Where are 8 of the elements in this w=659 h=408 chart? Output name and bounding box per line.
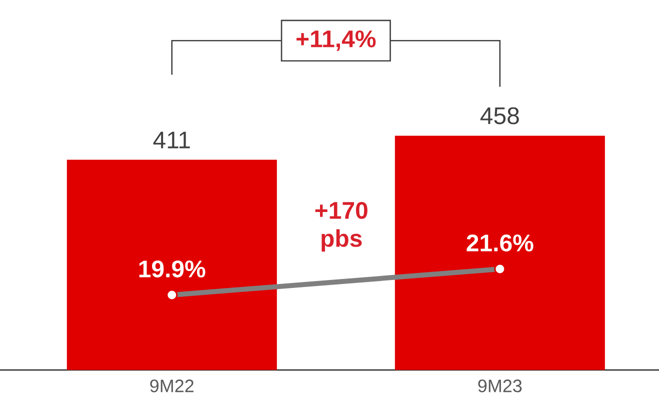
data-label: 21.6% — [466, 234, 534, 252]
data-label: 19.9% — [139, 260, 206, 278]
annotation: +170 pbs — [315, 202, 368, 252]
x-tick-label: 9M22 — [150, 380, 194, 392]
x-tick-label: 9M23 — [478, 380, 522, 392]
text: +11,4% — [296, 30, 376, 51]
data-label: 411 — [153, 132, 190, 148]
data-label: 458 — [480, 107, 519, 124]
